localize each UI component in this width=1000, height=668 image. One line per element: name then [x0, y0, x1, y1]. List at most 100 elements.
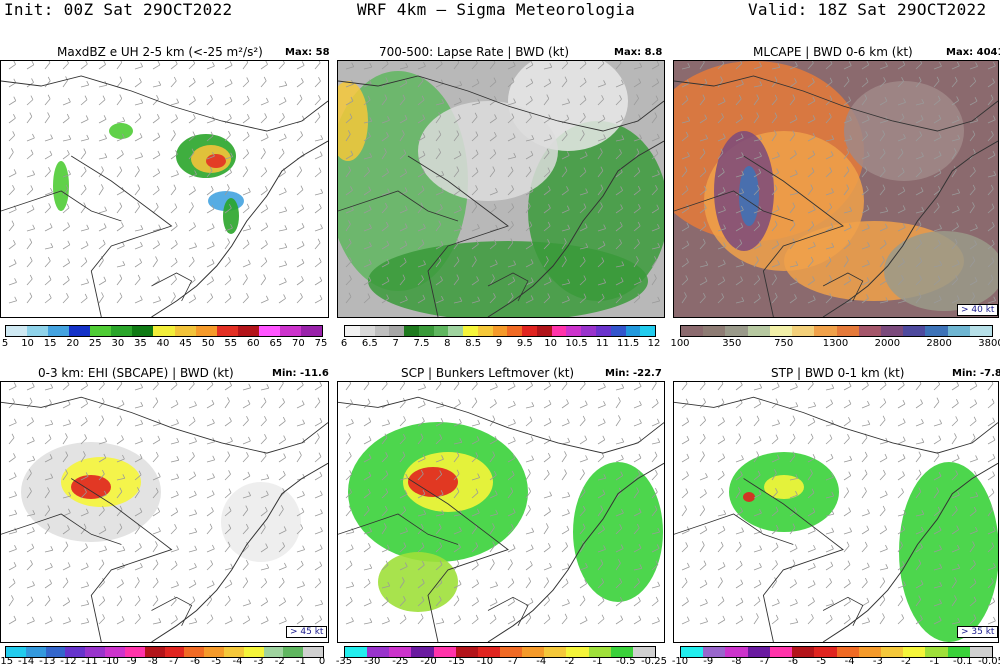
wind-barb-flag — [493, 470, 497, 476]
wind-barb-flag — [900, 148, 904, 153]
wind-barb — [879, 280, 887, 286]
wind-barb-flag — [921, 526, 924, 532]
colorbar-swatch — [279, 326, 301, 336]
wind-barb — [453, 84, 462, 88]
wind-barb — [789, 98, 796, 106]
wind-barb — [363, 492, 371, 499]
wind-barb-flag — [386, 294, 389, 299]
wind-barb — [363, 457, 372, 463]
wind-barb-flag — [547, 239, 550, 244]
wind-barb-flag — [403, 149, 407, 154]
wind-barb-flag — [157, 61, 161, 66]
wind-barb-flag — [476, 597, 479, 602]
wind-barb-flag — [740, 222, 744, 228]
wind-barbs — [8, 382, 324, 625]
wind-barb-flag — [620, 186, 623, 191]
wind-barb — [417, 473, 424, 481]
colorbar-tick-label: -3 — [872, 656, 883, 667]
wind-barb-flag — [49, 150, 53, 156]
colorbar-tick-label: -12 — [60, 656, 77, 667]
wind-barb-flag — [738, 433, 742, 438]
wind-barb-flag — [792, 451, 796, 456]
wind-barb-flag — [66, 275, 70, 281]
wind-barb-flag — [583, 167, 587, 172]
field-layer — [674, 61, 998, 317]
colorbar-tick-label: -0.05 — [978, 656, 1000, 667]
wind-barb — [242, 619, 251, 625]
field-shading — [221, 482, 301, 562]
wind-barb-flag — [774, 274, 777, 279]
wind-barb — [843, 260, 849, 268]
colorbar-tick-label: 40 — [156, 338, 170, 349]
wind-barb — [345, 66, 354, 70]
wind-barb — [381, 244, 390, 250]
wind-barb-flag — [30, 95, 34, 100]
wind-barb — [345, 585, 354, 589]
wind-barb-flag — [263, 397, 267, 402]
field-shading — [378, 552, 458, 612]
wind-barb-flag — [157, 276, 160, 281]
wind-barb — [489, 62, 496, 70]
wind-barb — [345, 100, 354, 106]
wind-barb — [152, 228, 161, 232]
wind-barb — [699, 509, 705, 517]
wind-barb-flag — [563, 238, 567, 243]
wind-barb — [843, 437, 850, 445]
wind-barb — [969, 244, 977, 250]
wind-barb-flag — [30, 185, 34, 190]
wind-barb — [507, 619, 516, 625]
wind-barb-flag — [403, 433, 406, 439]
wind-barb-flag — [938, 133, 942, 138]
wind-barb-flag — [494, 96, 497, 101]
wind-barb — [543, 98, 550, 106]
wind-barb-flag — [493, 77, 497, 82]
wind-barb — [753, 455, 759, 463]
wind-barb — [879, 617, 885, 625]
wind-barb-flag — [423, 223, 426, 229]
country-border — [338, 190, 459, 222]
wind-barb — [933, 80, 940, 88]
wind-barb-flag — [441, 618, 445, 623]
wind-barb — [525, 64, 534, 70]
wind-barb — [417, 278, 424, 286]
wind-barb-flag — [192, 416, 196, 422]
wind-barb — [843, 618, 851, 625]
wind-barb-flag — [638, 508, 642, 513]
wind-barb-flag — [319, 417, 323, 423]
wind-barb — [789, 281, 798, 286]
wind-barb-flag — [210, 614, 214, 619]
wind-barb-flag — [582, 523, 586, 529]
wind-barb — [879, 599, 886, 607]
wind-barb-flag — [722, 525, 726, 531]
wind-barb-flag — [84, 293, 88, 299]
wind-barb-flag — [456, 256, 460, 261]
panel-stat: Max: 58 — [285, 47, 330, 58]
wind-barb — [969, 420, 977, 427]
wind-barb — [471, 583, 479, 589]
wind-barb-flag — [229, 79, 233, 84]
wind-barb-flag — [774, 220, 778, 226]
wind-barb — [861, 245, 870, 250]
wind-barb-flag — [602, 240, 606, 246]
wind-barb-flag — [739, 239, 743, 244]
wind-barb — [789, 405, 798, 409]
wind-barb — [435, 421, 444, 427]
wind-barb — [116, 383, 123, 391]
wind-barb-flag — [741, 260, 745, 266]
wind-barb-flag — [902, 205, 906, 210]
colorbar-ticks: -15-14-13-12-11-10-9-8-7-6-5-4-3-2-10 — [0, 656, 325, 668]
wind-barb-flag — [387, 188, 391, 193]
wind-barb — [314, 530, 323, 535]
wind-barb — [843, 564, 851, 571]
wind-barb — [224, 172, 232, 178]
colorbar — [5, 646, 324, 658]
wind-barb — [489, 81, 497, 88]
wind-barb-flag — [174, 524, 177, 529]
wind-barb-flag — [48, 293, 52, 299]
wind-barb-flag — [636, 94, 639, 99]
wind-barb — [489, 494, 498, 499]
wind-barb-flag — [937, 185, 941, 191]
wind-barb-flag — [512, 382, 516, 387]
wind-barb-flag — [349, 470, 352, 475]
country-border — [338, 513, 459, 545]
